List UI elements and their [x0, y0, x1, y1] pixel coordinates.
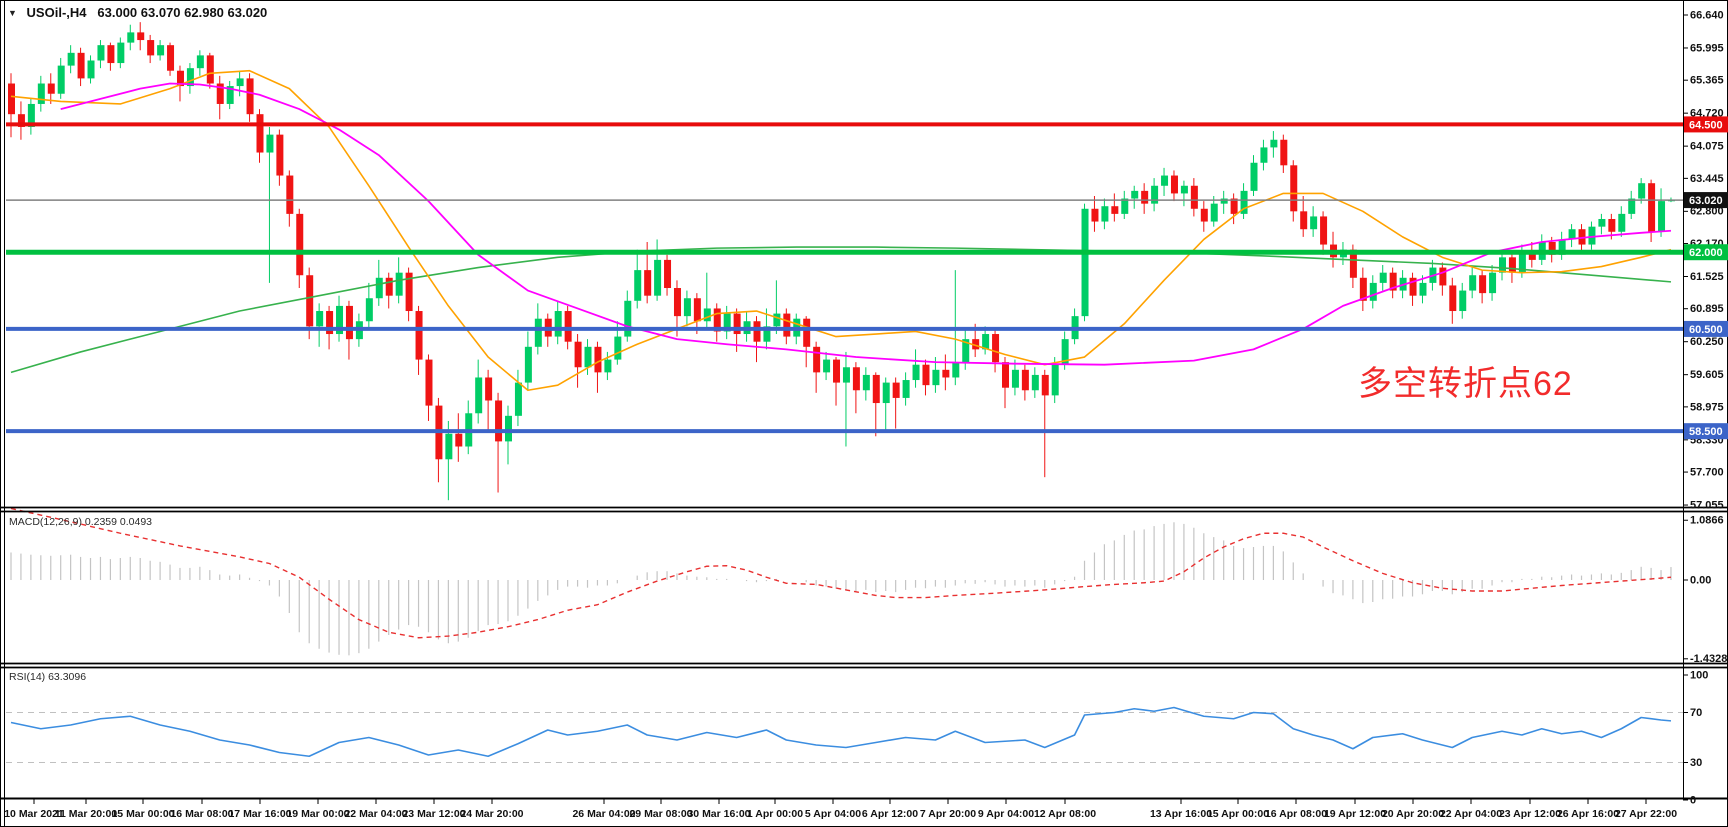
- rsi-guides: [6, 712, 1683, 763]
- rsi-axis: 100 70 30 0: [1683, 669, 1708, 806]
- svg-text:57.700: 57.700: [1690, 466, 1724, 478]
- svg-text:23 Mar 12:00: 23 Mar 12:00: [402, 808, 465, 820]
- svg-text:26 Apr 16:00: 26 Apr 16:00: [1557, 808, 1619, 820]
- ma-slow-line: [10, 246, 1672, 374]
- svg-text:64.500: 64.500: [1689, 119, 1723, 131]
- macd-signal-line: [10, 507, 1672, 639]
- svg-text:65.995: 65.995: [1690, 42, 1724, 54]
- svg-text:17 Mar 16:00: 17 Mar 16:00: [228, 808, 291, 820]
- svg-text:7 Apr 20:00: 7 Apr 20:00: [920, 808, 976, 820]
- svg-text:15 Mar 00:00: 15 Mar 00:00: [111, 808, 174, 820]
- svg-text:24 Mar 20:00: 24 Mar 20:00: [460, 808, 523, 820]
- macd-histogram: [10, 522, 1672, 656]
- svg-text:100: 100: [1690, 669, 1708, 681]
- svg-text:63.020: 63.020: [1689, 195, 1723, 207]
- svg-text:27 Apr 22:00: 27 Apr 22:00: [1615, 808, 1677, 820]
- svg-text:30 Mar 16:00: 30 Mar 16:00: [687, 808, 750, 820]
- macd-axis: 1.0866 0.00 -1.4328: [1683, 515, 1727, 665]
- symbol-label: USOil-,H4: [26, 5, 87, 20]
- svg-text:22 Mar 04:00: 22 Mar 04:00: [344, 808, 407, 820]
- ohlc-values: 63.000 63.070 62.980 63.020: [97, 5, 268, 20]
- svg-text:59.605: 59.605: [1690, 369, 1724, 381]
- svg-text:15 Apr 00:00: 15 Apr 00:00: [1207, 808, 1269, 820]
- svg-text:20 Apr 20:00: 20 Apr 20:00: [1382, 808, 1444, 820]
- svg-text:65.365: 65.365: [1690, 75, 1724, 87]
- chart-header: ▼ USOil-,H4 63.000 63.070 62.980 63.020: [8, 5, 267, 20]
- svg-text:58.500: 58.500: [1689, 426, 1723, 438]
- svg-text:19 Mar 00:00: 19 Mar 00:00: [286, 808, 349, 820]
- svg-text:70: 70: [1690, 707, 1702, 719]
- svg-text:66.640: 66.640: [1690, 9, 1724, 21]
- annotation-text: 多空转折点62: [1358, 365, 1573, 403]
- svg-text:1.0866: 1.0866: [1690, 515, 1724, 527]
- svg-text:61.525: 61.525: [1690, 271, 1724, 283]
- svg-text:13 Apr 16:00: 13 Apr 16:00: [1150, 808, 1212, 820]
- svg-text:57.055: 57.055: [1690, 499, 1724, 511]
- svg-text:63.445: 63.445: [1690, 173, 1724, 185]
- svg-text:60.250: 60.250: [1690, 336, 1724, 348]
- svg-text:23 Apr 12:00: 23 Apr 12:00: [1499, 808, 1561, 820]
- svg-text:0.00: 0.00: [1690, 574, 1711, 586]
- svg-text:26 Mar 04:00: 26 Mar 04:00: [572, 808, 635, 820]
- level-lines: [6, 122, 1683, 434]
- svg-text:5 Apr 04:00: 5 Apr 04:00: [805, 808, 861, 820]
- svg-text:22 Apr 04:00: 22 Apr 04:00: [1440, 808, 1502, 820]
- svg-text:16 Mar 08:00: 16 Mar 08:00: [170, 808, 233, 820]
- rsi-indicator-label: RSI(14) 63.3096: [9, 671, 87, 683]
- svg-text:11 Mar 20:00: 11 Mar 20:00: [55, 808, 118, 820]
- svg-text:62.800: 62.800: [1690, 206, 1724, 218]
- ma-mid-line: [60, 82, 1672, 366]
- svg-text:29 Mar 08:00: 29 Mar 08:00: [629, 808, 692, 820]
- svg-text:16 Apr 08:00: 16 Apr 08:00: [1265, 808, 1327, 820]
- svg-text:12 Apr 08:00: 12 Apr 08:00: [1034, 808, 1096, 820]
- svg-text:10 Mar 2021: 10 Mar 2021: [4, 808, 64, 820]
- price-badges: 64.500 63.020 62.000 60.500 58.500: [1684, 116, 1728, 440]
- svg-text:9 Apr 04:00: 9 Apr 04:00: [978, 808, 1034, 820]
- svg-text:64.075: 64.075: [1690, 141, 1724, 153]
- candles-layer: [8, 22, 1675, 501]
- rsi-line: [10, 706, 1672, 758]
- svg-text:19 Apr 12:00: 19 Apr 12:00: [1324, 808, 1386, 820]
- symbol-dropdown-icon[interactable]: ▼: [8, 8, 17, 18]
- svg-text:62.000: 62.000: [1689, 247, 1723, 259]
- svg-text:58.975: 58.975: [1690, 401, 1724, 413]
- svg-text:30: 30: [1690, 757, 1702, 769]
- svg-text:6 Apr 12:00: 6 Apr 12:00: [862, 808, 918, 820]
- svg-text:60.895: 60.895: [1690, 303, 1724, 315]
- svg-text:-1.4328: -1.4328: [1690, 653, 1727, 665]
- svg-text:0: 0: [1690, 794, 1696, 806]
- macd-indicator-label: MACD(12,26,9) 0.2359 0.0493: [9, 516, 153, 528]
- svg-text:1 Apr 00:00: 1 Apr 00:00: [747, 808, 803, 820]
- svg-text:60.500: 60.500: [1689, 324, 1723, 336]
